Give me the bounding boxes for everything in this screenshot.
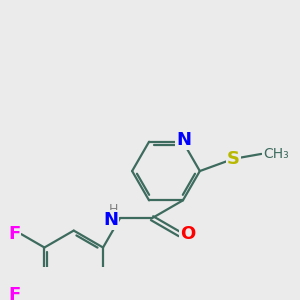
Text: H: H: [109, 202, 118, 215]
Text: S: S: [227, 150, 240, 168]
Text: N: N: [103, 211, 118, 229]
Text: F: F: [8, 225, 20, 243]
Text: N: N: [176, 131, 191, 149]
Text: O: O: [180, 225, 196, 243]
Text: CH₃: CH₃: [263, 147, 289, 161]
Text: F: F: [8, 286, 20, 300]
